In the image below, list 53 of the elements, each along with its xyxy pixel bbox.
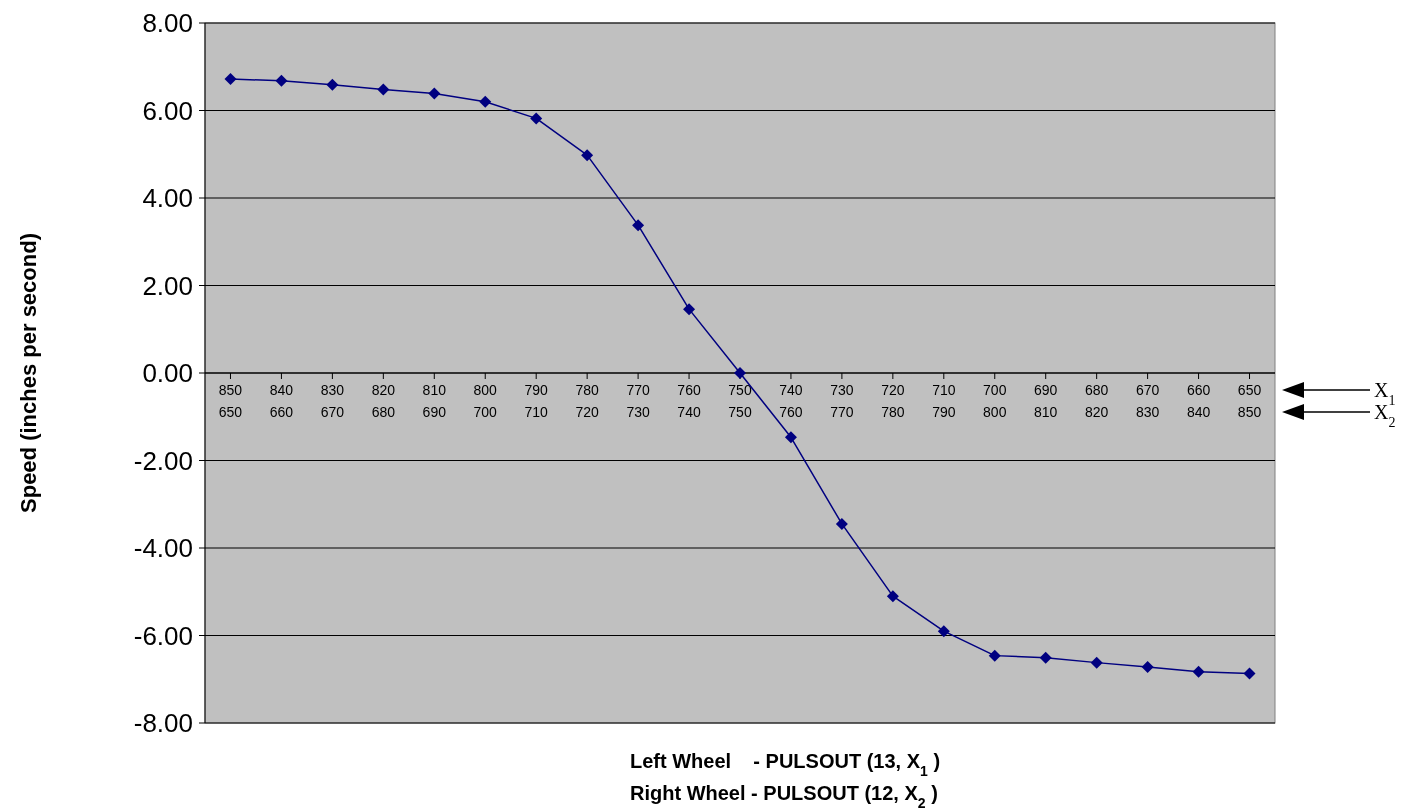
point [1192, 665, 1205, 678]
point [734, 367, 746, 379]
x-tick-label: 770 730 [626, 382, 650, 420]
x-tick-label: 820 680 [371, 382, 396, 420]
x-tick-label: 660 840 [1186, 382, 1211, 420]
x-tick-label: 690 810 [1034, 382, 1058, 420]
x-tick-label: 830 670 [320, 382, 345, 420]
x-tick-label: 680 820 [1084, 382, 1109, 420]
point [683, 303, 696, 316]
point [1090, 656, 1103, 669]
x-tick-label: 720 780 [881, 382, 905, 420]
point [937, 625, 950, 638]
point [886, 590, 899, 603]
x-tick-label: 650 850 [1237, 382, 1262, 420]
y-axis-title: Speed (inches per second) [16, 233, 41, 513]
point [835, 517, 848, 530]
x-tick-label: 760 740 [677, 382, 701, 420]
x-tick-label: 740 760 [779, 382, 803, 420]
y-tick-label: -2.00 [133, 445, 193, 476]
x-axis-title: Left Wheel - PULSOUT (13, X$_{1}$ ) Right Wheel - PULSOUT (12, X$_{2}$ ) [630, 750, 941, 811]
point [1039, 651, 1052, 664]
point [479, 95, 492, 108]
x-tick-label: 730 770 [830, 382, 854, 420]
x-tick-label: 810 690 [422, 382, 447, 420]
y-tick-label: -4.00 [133, 533, 193, 564]
y-tick-label: 4.00 [142, 183, 193, 214]
point [377, 83, 390, 96]
x-tick-label: 670 830 [1135, 382, 1160, 420]
x-tick-label: 700 800 [983, 382, 1007, 420]
y-tick-label: 2.00 [142, 270, 193, 301]
point [1243, 667, 1256, 680]
point [275, 74, 288, 87]
point [784, 431, 797, 444]
point [224, 73, 237, 85]
point [988, 649, 1001, 662]
point [428, 87, 441, 100]
x-tick-label: 780 720 [575, 382, 600, 420]
x-tick-label: 710 790 [932, 382, 956, 420]
x-tick-label: 800 700 [473, 382, 498, 420]
y-tick-label: 0.00 [142, 358, 193, 389]
y-tick-label: 8.00 [142, 8, 193, 39]
point [326, 78, 339, 91]
x-tick-label: 790 710 [524, 382, 549, 420]
point [632, 219, 645, 232]
y-tick-label: 6.00 [142, 95, 193, 126]
y-tick-label: -8.00 [133, 708, 193, 739]
x-tick-label: 750 750 [728, 382, 752, 420]
point [530, 112, 543, 125]
y-tick-label: -6.00 [133, 620, 193, 651]
point [1141, 661, 1154, 673]
point [581, 149, 594, 162]
x-tick-label: 840 660 [269, 382, 294, 420]
x-tick-label: 850 650 [218, 382, 243, 420]
